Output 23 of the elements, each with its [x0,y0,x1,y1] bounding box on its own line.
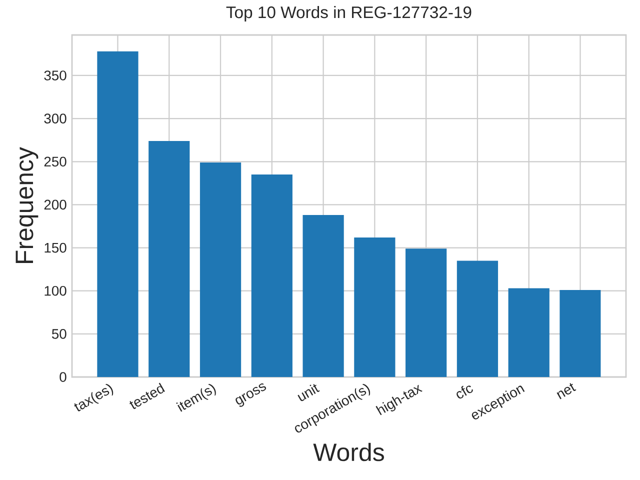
bar [148,140,190,377]
y-tick-label: 50 [52,329,66,339]
bar [354,237,396,377]
y-tick-label: 200 [44,200,66,210]
bar [508,288,550,377]
bar [560,290,601,377]
bar [251,174,292,377]
y-tick-label: 100 [44,286,66,296]
y-tick-label: 350 [44,70,66,80]
bar [200,162,242,377]
chart-title: Top 10 Words in REG-127732-19 [226,6,472,22]
y-tick-label: 300 [44,114,66,124]
bar [302,215,344,377]
y-axis-title: Frequency [16,146,38,264]
y-tick-label: 150 [44,242,66,253]
x-tick-label: cfc [456,386,473,399]
bar [456,260,498,377]
y-tick-label: 0 [60,372,66,382]
x-axis-title: Words [313,442,384,462]
x-tick-label: net [556,383,576,400]
bar [97,51,138,377]
y-tick-label: 250 [44,156,66,167]
bar [406,248,447,377]
